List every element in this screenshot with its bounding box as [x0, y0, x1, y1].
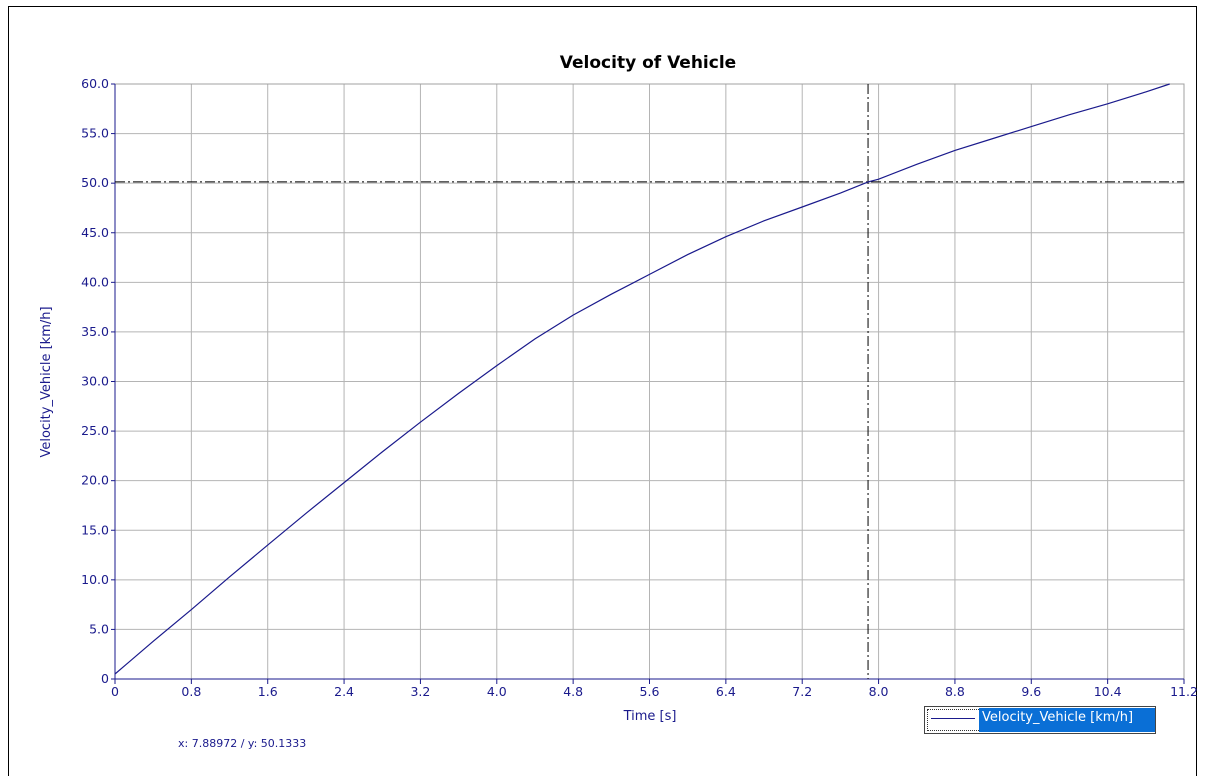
y-tick-label: 35.0: [81, 324, 109, 339]
x-tick-label: 0: [111, 684, 119, 699]
x-tick-label: 11.2: [1170, 684, 1198, 699]
x-tick-label: 4.0: [487, 684, 507, 699]
y-tick-label: 10.0: [81, 572, 109, 587]
y-tick-label: 60.0: [81, 76, 109, 91]
x-tick-label: 3.2: [410, 684, 430, 699]
y-tick-label: 50.0: [81, 175, 109, 190]
x-axis-label: Time [s]: [623, 709, 677, 724]
y-tick-label: 15.0: [81, 522, 109, 537]
x-tick-label: 8.8: [945, 684, 965, 699]
chart-title: Velocity of Vehicle: [560, 53, 736, 73]
cursor-readout: x: 7.88972 / y: 50.1333: [178, 737, 307, 750]
crosshair: [115, 84, 1184, 679]
y-axis-ticks: 0 5.0 10.0 15.0 20.0 25.0 30.0 35.0 40.0 45.0 50.0…: [81, 76, 115, 686]
x-tick-label: 5.6: [640, 684, 660, 699]
x-tick-label: 6.4: [716, 684, 736, 699]
y-tick-label: 25.0: [81, 423, 109, 438]
y-tick-label: 5.0: [89, 621, 109, 636]
x-tick-label: 0.8: [181, 684, 201, 699]
y-tick-label: 55.0: [81, 126, 109, 141]
y-tick-label: 30.0: [81, 374, 109, 389]
x-tick-label: 1.6: [258, 684, 278, 699]
x-tick-label: 10.4: [1094, 684, 1122, 699]
x-tick-label: 7.2: [792, 684, 812, 699]
y-tick-label: 45.0: [81, 225, 109, 240]
grid-lines: [115, 84, 1184, 679]
x-axis-ticks: 0 0.8 1.6 2.4 3.2 4.0 4.8 5.6 6.4 7.2 8.0 8.8 9.6 10.…: [111, 679, 1198, 699]
y-tick-label: 20.0: [81, 473, 109, 488]
x-tick-label: 9.6: [1021, 684, 1041, 699]
y-tick-label: 40.0: [81, 274, 109, 289]
y-tick-label: 0: [101, 671, 109, 686]
legend-series-line: [931, 718, 975, 719]
x-tick-label: 8.0: [869, 684, 889, 699]
y-axis-label: Velocity_Vehicle [km/h]: [39, 306, 54, 457]
legend-series-label[interactable]: Velocity_Vehicle [km/h]: [979, 708, 1155, 732]
chart-frame: [8, 6, 1197, 776]
legend[interactable]: Velocity_Vehicle [km/h]: [924, 706, 1156, 734]
series-line-velocity-vehicle: [114, 83, 1170, 675]
x-tick-label: 4.8: [563, 684, 583, 699]
series-lines: [114, 83, 1170, 675]
x-tick-label: 2.4: [334, 684, 354, 699]
